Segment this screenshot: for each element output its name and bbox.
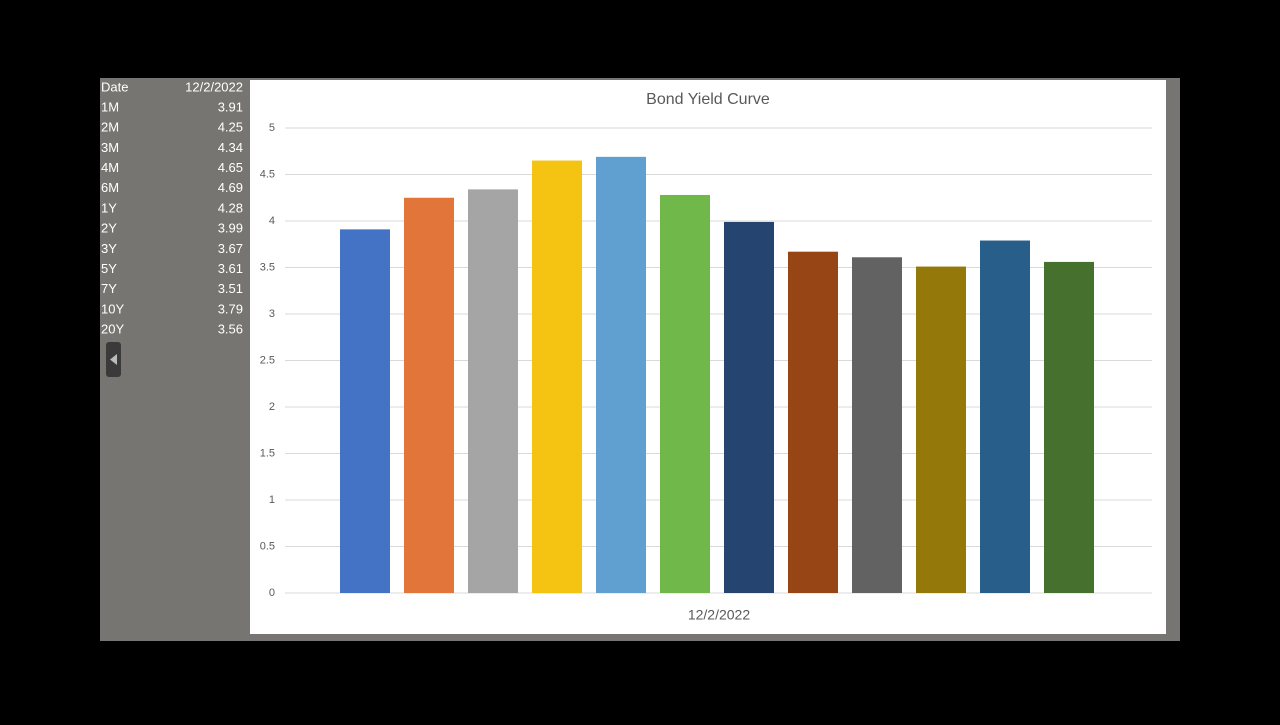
x-tick-label: 12/2/2022 xyxy=(688,607,750,623)
bar xyxy=(1044,261,1094,593)
y-tick-label: 2.5 xyxy=(260,354,275,366)
y-tick-label: 3 xyxy=(269,308,275,320)
row-value: 4.65 xyxy=(218,160,243,175)
bar xyxy=(404,197,454,593)
bar xyxy=(980,240,1030,593)
bar xyxy=(660,194,710,593)
scroll-arrow xyxy=(110,354,117,365)
row-label: 6M xyxy=(101,180,119,195)
table-header: Date xyxy=(101,79,128,94)
row-label: 3Y xyxy=(101,241,117,256)
y-tick-label: 5 xyxy=(269,122,275,134)
row-value: 4.69 xyxy=(218,180,243,195)
row-value: 3.56 xyxy=(218,322,243,337)
row-label: 10Y xyxy=(101,301,124,316)
y-tick-label: 1.5 xyxy=(260,447,275,459)
row-label: 3M xyxy=(101,140,119,155)
bar xyxy=(916,266,966,593)
bar xyxy=(852,257,902,593)
y-tick-label: 4 xyxy=(269,215,275,227)
y-tick-label: 0 xyxy=(269,587,275,599)
y-tick-label: 1 xyxy=(269,494,275,506)
row-value: 4.28 xyxy=(218,200,243,215)
row-label: 5Y xyxy=(101,261,117,276)
row-value: 3.51 xyxy=(218,281,243,296)
y-tick-label: 2 xyxy=(269,401,275,413)
y-tick-label: 4.5 xyxy=(260,168,275,180)
bar xyxy=(596,156,646,593)
bar xyxy=(788,251,838,593)
bar xyxy=(724,221,774,593)
table-header-date: 12/2/2022 xyxy=(185,79,243,94)
row-label: 1Y xyxy=(101,200,117,215)
y-tick-label: 3.5 xyxy=(260,261,275,273)
row-value: 4.25 xyxy=(218,120,243,135)
bar xyxy=(468,189,518,593)
y-tick-label: 0.5 xyxy=(260,540,275,552)
row-label: 1M xyxy=(101,99,119,114)
row-value: 4.34 xyxy=(218,140,243,155)
row-label: 4M xyxy=(101,160,119,175)
row-label: 2Y xyxy=(101,221,117,236)
row-value: 3.99 xyxy=(218,221,243,236)
row-label: 7Y xyxy=(101,281,117,296)
bar xyxy=(532,160,582,594)
row-value: 3.91 xyxy=(218,99,243,114)
row-label: 2M xyxy=(101,120,119,135)
row-value: 3.67 xyxy=(218,241,243,256)
row-label: 20Y xyxy=(101,322,124,337)
row-value: 3.61 xyxy=(218,261,243,276)
chart-title: Bond Yield Curve xyxy=(646,91,770,108)
bar xyxy=(340,229,390,593)
row-value: 3.79 xyxy=(218,301,243,316)
